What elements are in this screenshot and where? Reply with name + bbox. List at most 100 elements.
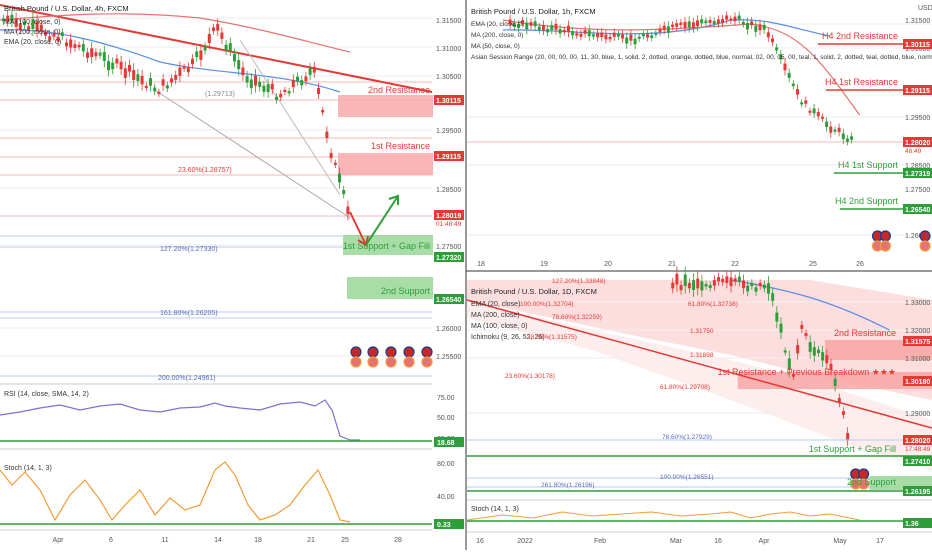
candle (123, 68, 127, 78)
candle (841, 411, 845, 415)
price-axis-label: 1.29500 (436, 128, 461, 135)
candle (845, 138, 849, 142)
candle (550, 25, 554, 30)
candle (174, 74, 178, 80)
price-badge (903, 336, 932, 346)
candle (266, 84, 270, 92)
candle (73, 44, 77, 48)
candle (820, 116, 824, 119)
candle (94, 52, 98, 57)
h1-indicator-legend: MA (50, close, 0) (471, 43, 520, 50)
candle (767, 283, 771, 294)
candle (102, 52, 106, 61)
candle (144, 85, 148, 88)
candle (708, 19, 712, 23)
candle (270, 83, 274, 90)
d1-fib-label: 61.80%(1.29708) (660, 384, 710, 391)
candle (14, 18, 18, 27)
candle (746, 22, 749, 30)
candle (596, 32, 600, 38)
candle (737, 15, 741, 20)
candle (170, 78, 173, 83)
candle (571, 31, 575, 36)
candle (275, 96, 278, 101)
d1-fib-label: 23.60%(1.30178) (505, 373, 555, 380)
candle (153, 87, 157, 92)
price-axis-label: 1.27500 (436, 244, 461, 251)
stoch-axis-label: 80.00 (437, 461, 455, 468)
candle (300, 80, 304, 86)
candle (837, 397, 841, 403)
candle (228, 43, 232, 51)
h1-x-label: 22 (731, 261, 739, 268)
d1-zone-label: 1st Support + Gap Fill (809, 444, 896, 454)
candle (704, 284, 708, 287)
candle (741, 21, 745, 25)
stoch-value: 0.33 (437, 522, 451, 529)
h4-stoch-line (0, 461, 351, 523)
d1-x-label: Mar (670, 538, 683, 545)
h4-ma-blue (0, 29, 341, 93)
h4-indicator-legend: MA (200, close, 0) (4, 29, 60, 36)
candle (77, 44, 81, 48)
h4-x-label: 14 (214, 537, 222, 544)
h1-indicator-legend: Asian Session Range (20, 00, 00, 00, 11,… (471, 54, 932, 61)
candle (629, 34, 633, 41)
h4-rsi-title: RSI (14, close, SMA, 14, 2) (4, 391, 89, 398)
d1-indicator-legend: MA (200, close) (471, 312, 520, 319)
candle (27, 26, 31, 30)
candle (258, 81, 262, 87)
d1-trendline (466, 299, 932, 429)
d1-cloud (467, 280, 932, 400)
candle (612, 32, 616, 37)
candle (704, 20, 708, 24)
candle (746, 285, 750, 292)
price-axis-label: 1.26000 (436, 326, 461, 333)
currency-flag-icon (421, 356, 433, 368)
candle (829, 363, 833, 370)
currency-flag-icon (350, 356, 362, 368)
h1-indicator-legend: MA (200, close, 0) (471, 32, 523, 39)
candle (775, 47, 779, 51)
candle (666, 26, 670, 33)
candle (308, 68, 312, 75)
candle (161, 79, 165, 86)
h4-stoch-title: Stoch (14, 1, 3) (4, 465, 52, 472)
candle (742, 280, 746, 289)
candle (646, 34, 650, 38)
candle (60, 32, 64, 37)
candle (279, 93, 283, 98)
candle (157, 91, 161, 95)
candle (2, 18, 5, 22)
countdown-label: 17:48:49 (905, 446, 931, 453)
candle (249, 79, 253, 89)
price-badge (434, 210, 464, 220)
d1-x-label: Feb (594, 538, 606, 545)
candle (641, 33, 645, 37)
price-badge (434, 252, 464, 262)
candle (816, 111, 820, 117)
candle (650, 35, 654, 39)
candle (325, 131, 329, 139)
price-badge-label: 1.29115 (905, 88, 930, 95)
candle (81, 44, 85, 52)
h4-indicator-legend: EMA (20, close, 0) (4, 39, 61, 46)
d1-fib-label: 1.31898 (690, 352, 714, 359)
candle (696, 20, 700, 27)
candle (683, 274, 687, 286)
h4-title: British Pound / U.S. Dollar, 4h, FXCM (4, 4, 129, 13)
candle (762, 284, 766, 289)
candle (111, 62, 115, 70)
candle (733, 16, 737, 22)
price-axis-label: 1.29500 (905, 115, 930, 122)
candle (165, 85, 169, 89)
candle (69, 39, 73, 48)
candle (654, 32, 658, 35)
h1-x-label: 26 (856, 261, 864, 268)
candle (791, 83, 795, 87)
candle (119, 61, 123, 70)
d1-indicator-legend: EMA (20, close) (471, 301, 520, 308)
candle (203, 46, 207, 51)
candle (224, 44, 228, 51)
